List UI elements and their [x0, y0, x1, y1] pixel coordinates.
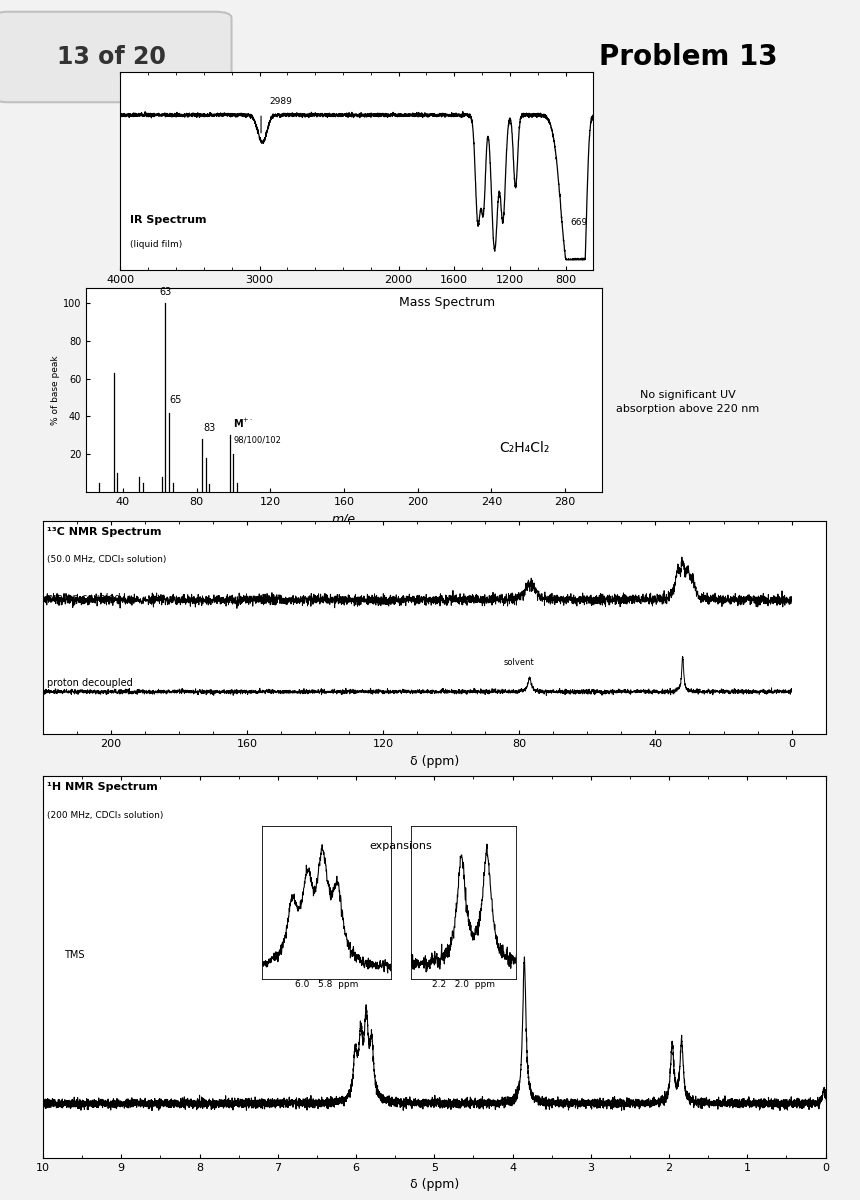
Text: proton decoupled: proton decoupled: [47, 678, 132, 688]
Text: C₂H₄Cl₂: C₂H₄Cl₂: [500, 442, 550, 455]
Text: M$^{+\cdot}$: M$^{+\cdot}$: [233, 416, 254, 430]
X-axis label: 2.2   2.0  ppm: 2.2 2.0 ppm: [432, 980, 495, 989]
Text: 65: 65: [169, 395, 182, 406]
Text: IR Spectrum: IR Spectrum: [130, 215, 206, 224]
Text: (200 MHz, CDCl₃ solution): (200 MHz, CDCl₃ solution): [47, 811, 163, 820]
Text: No significant UV
absorption above 220 nm: No significant UV absorption above 220 n…: [617, 390, 759, 414]
X-axis label: δ (ppm): δ (ppm): [409, 755, 459, 768]
Text: ¹H NMR Spectrum: ¹H NMR Spectrum: [47, 782, 157, 792]
Text: (50.0 MHz, CDCl₃ solution): (50.0 MHz, CDCl₃ solution): [47, 554, 166, 564]
Text: ¹³C NMR Spectrum: ¹³C NMR Spectrum: [47, 527, 162, 538]
Text: 63: 63: [159, 288, 171, 298]
Text: TMS: TMS: [64, 949, 84, 960]
X-axis label: 6.0   5.8  ppm: 6.0 5.8 ppm: [295, 980, 359, 989]
X-axis label: m/e: m/e: [332, 512, 356, 526]
X-axis label: V (cm⁻¹): V (cm⁻¹): [330, 290, 384, 304]
Text: Mass Spectrum: Mass Spectrum: [399, 296, 495, 310]
Text: proton coupled: proton coupled: [47, 593, 120, 602]
Text: 98/100/102: 98/100/102: [233, 436, 281, 445]
Text: solvent: solvent: [504, 658, 535, 667]
Text: (liquid film): (liquid film): [130, 240, 182, 250]
Text: 83: 83: [203, 424, 215, 433]
Text: 2989: 2989: [269, 97, 292, 107]
FancyBboxPatch shape: [0, 12, 231, 102]
Y-axis label: % of base peak: % of base peak: [51, 355, 60, 425]
Text: 669: 669: [571, 218, 588, 227]
X-axis label: δ (ppm): δ (ppm): [409, 1178, 459, 1192]
Text: expansions: expansions: [370, 841, 433, 851]
Text: Problem 13: Problem 13: [599, 43, 777, 71]
Text: 13 of 20: 13 of 20: [58, 44, 166, 68]
